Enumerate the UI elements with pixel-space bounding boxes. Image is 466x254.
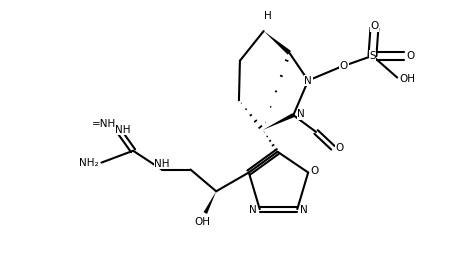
Text: OH: OH [194,217,210,227]
Text: O: O [406,51,414,61]
Text: NH₂: NH₂ [79,157,98,168]
Text: N: N [249,205,257,215]
Text: NH: NH [116,125,131,135]
Text: H: H [264,11,272,21]
Text: NH: NH [154,158,170,169]
Text: N: N [304,75,312,86]
Text: N: N [300,205,308,215]
Text: O: O [370,21,378,31]
Polygon shape [204,191,216,214]
Text: N: N [297,109,305,119]
Text: O: O [340,61,348,71]
Text: O: O [310,166,318,176]
Text: =NH: =NH [92,119,116,129]
Text: S: S [369,51,376,61]
Text: O: O [336,143,344,153]
Polygon shape [263,113,295,130]
Polygon shape [264,31,291,55]
Text: OH: OH [399,74,415,84]
